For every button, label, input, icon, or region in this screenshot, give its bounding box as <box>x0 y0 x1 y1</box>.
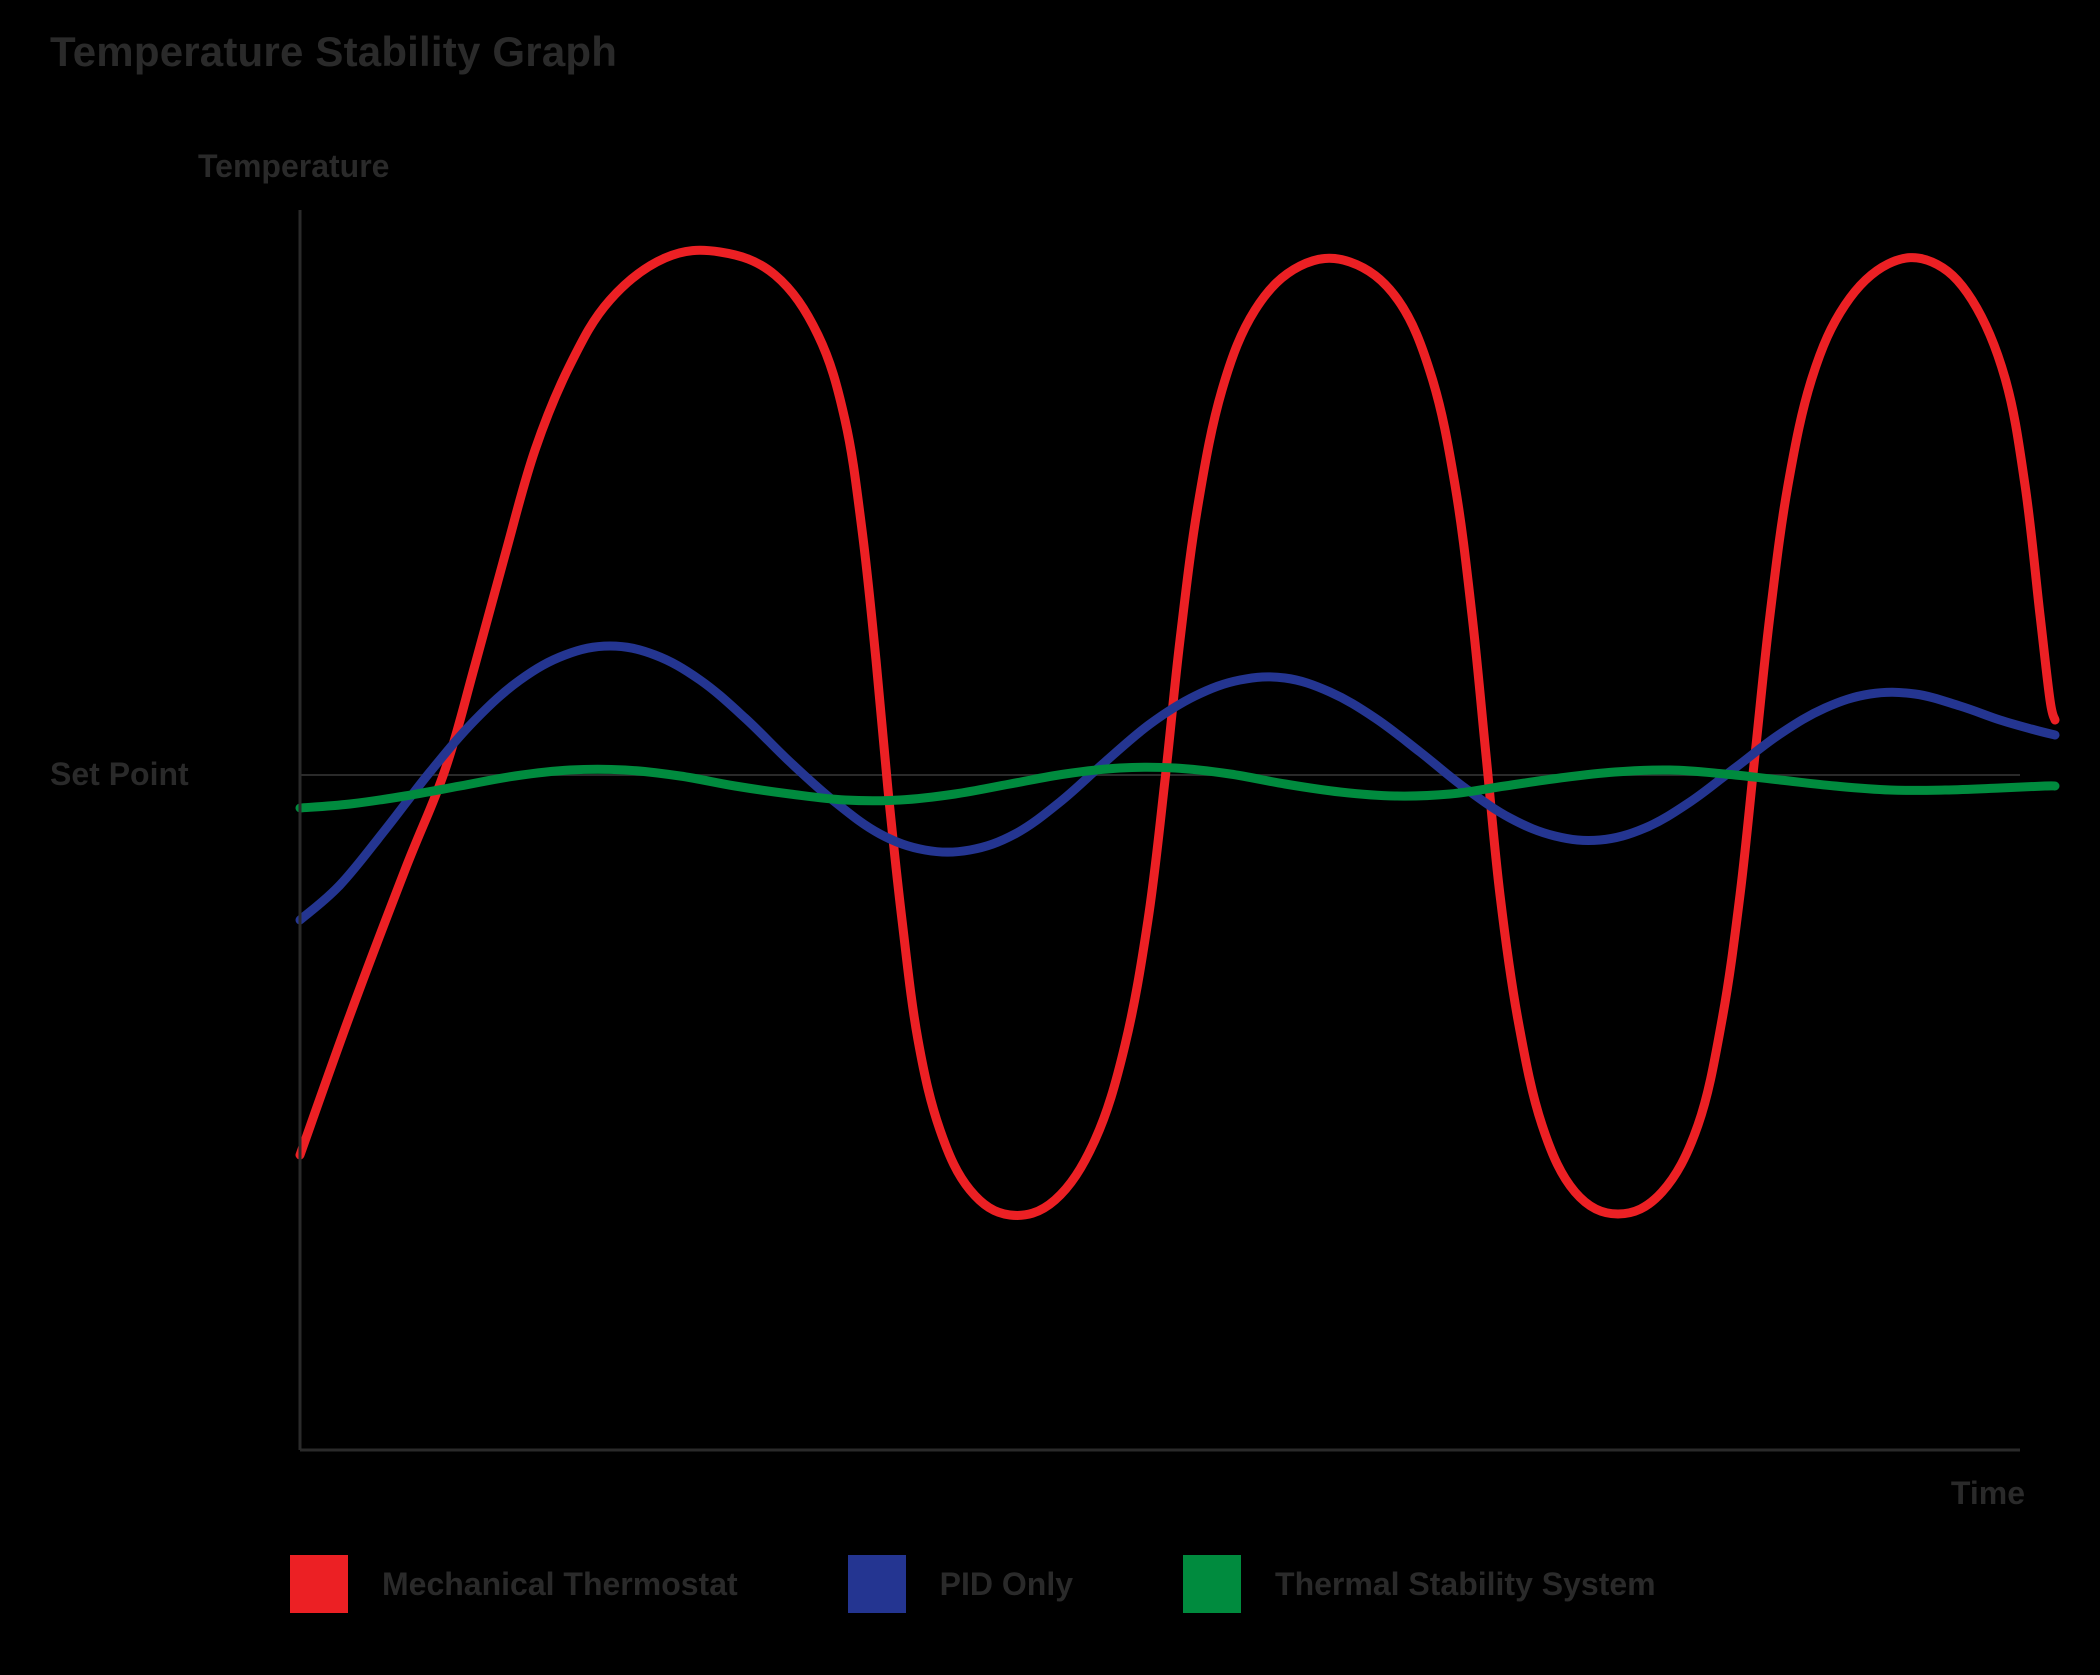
legend-item-0: Mechanical Thermostat <box>290 1555 738 1613</box>
legend: Mechanical Thermostat PID Only Thermal Sta… <box>290 1555 1656 1613</box>
legend-swatch-0 <box>290 1555 348 1613</box>
legend-swatch-2 <box>1183 1555 1241 1613</box>
legend-item-1: PID Only <box>848 1555 1073 1613</box>
legend-swatch-1 <box>848 1555 906 1613</box>
series-line-0 <box>300 250 2055 1215</box>
legend-label-1: PID Only <box>940 1566 1073 1603</box>
chart-svg <box>0 0 2100 1675</box>
legend-item-2: Thermal Stability System <box>1183 1555 1656 1613</box>
chart-container: Temperature Stability Graph Temperature … <box>0 0 2100 1675</box>
legend-label-0: Mechanical Thermostat <box>382 1566 738 1603</box>
series-line-2 <box>300 767 2055 808</box>
legend-label-2: Thermal Stability System <box>1275 1566 1656 1603</box>
x-axis-label: Time <box>1951 1475 2025 1512</box>
